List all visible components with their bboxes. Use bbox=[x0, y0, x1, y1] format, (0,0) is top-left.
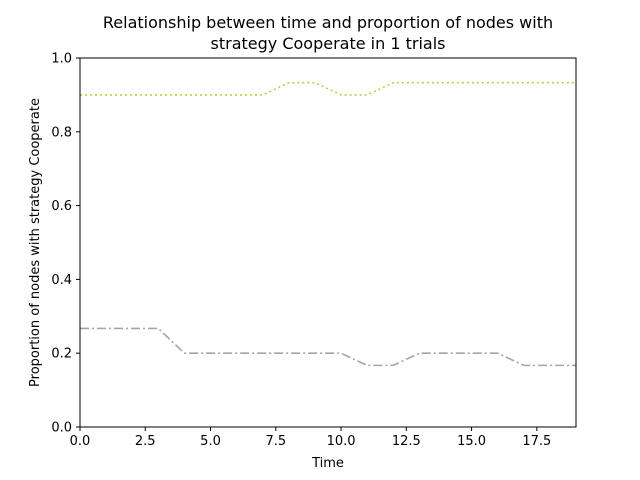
ticks-layer: 0.0 2.5 5.0 7.5 10.0 12.5 15.0 17.5 0.0 0.2 0.4 0.6… bbox=[51, 52, 551, 450]
x-tick-label: 17.5 bbox=[522, 434, 551, 449]
x-tick-label: 0.0 bbox=[70, 434, 91, 449]
y-axis-label: Proportion of nodes with strategy Cooper… bbox=[28, 98, 43, 387]
x-tick-label: 7.5 bbox=[265, 434, 286, 449]
x-axis-label: Time bbox=[311, 456, 344, 471]
series-line-2 bbox=[80, 327, 576, 367]
y-tick-label: 0.8 bbox=[51, 125, 72, 140]
y-tick-label: 0.0 bbox=[51, 421, 72, 436]
x-tick-label: 15.0 bbox=[457, 434, 486, 449]
x-tick-label: 10.0 bbox=[327, 434, 356, 449]
y-tick-label: 0.6 bbox=[51, 199, 72, 214]
y-tick-label: 0.4 bbox=[51, 273, 72, 288]
series-line-1 bbox=[80, 81, 576, 96]
x-tick-label: 2.5 bbox=[135, 434, 156, 449]
y-tick-label: 0.2 bbox=[51, 347, 72, 362]
series-layer bbox=[80, 81, 576, 367]
plot-frame bbox=[79, 57, 577, 428]
chart-title-line-2: strategy Cooperate in 1 trials bbox=[211, 34, 446, 53]
chart-title-line-1: Relationship between time and proportion… bbox=[103, 13, 553, 32]
y-tick-label: 1.0 bbox=[51, 52, 72, 67]
x-tick-label: 5.0 bbox=[200, 434, 221, 449]
x-tick-label: 12.5 bbox=[392, 434, 421, 449]
